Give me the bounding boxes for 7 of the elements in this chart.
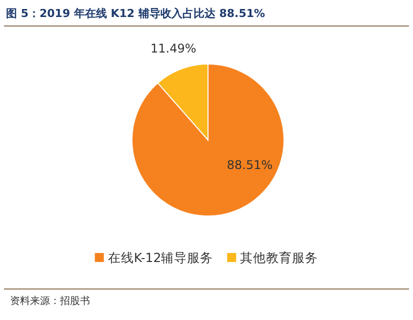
text: 资料来源：招股书: [10, 295, 90, 307]
data-label: 11.49%: [150, 41, 196, 56]
chart-title: 图 5：2019 年在线 K12 辅导收入占比达 88.51%: [6, 7, 266, 20]
legend-label: 其他教育服务: [240, 250, 318, 265]
pie-slice: [132, 64, 284, 216]
legend-label: 在线K-12辅导服务: [108, 250, 214, 265]
data-label: 88.51%: [226, 158, 273, 172]
